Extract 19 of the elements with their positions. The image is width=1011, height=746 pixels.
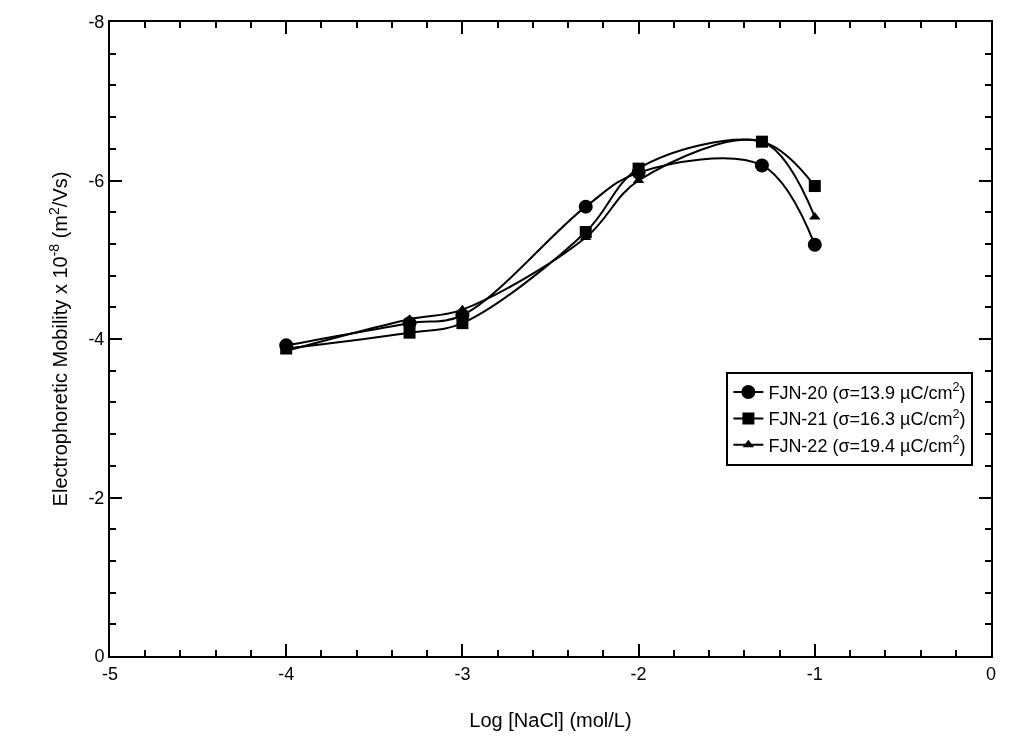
y-tick-label: -8	[88, 12, 105, 33]
point	[807, 237, 822, 252]
x-tick-label: 0	[985, 663, 997, 684]
legend-label: FJN-22 (σ=19.4 µC/cm$^{2}$)	[768, 433, 966, 456]
point	[403, 326, 416, 339]
point	[456, 317, 469, 330]
x-tick-label: -4	[278, 663, 295, 684]
legend-label: FJN-21 (σ=16.3 µC/cm$^{2}$)	[768, 406, 966, 430]
x-axis-title: Log [NaCl] (mol/L)	[469, 708, 632, 731]
point	[754, 158, 769, 173]
x-tick-label: -1	[806, 663, 823, 684]
y-tick-label: -4	[88, 329, 105, 350]
y-tick-label: -2	[88, 487, 105, 508]
y-tick-label: -6	[88, 170, 105, 191]
x-tick-label: -2	[630, 663, 647, 684]
x-tick-label: -3	[454, 663, 471, 684]
legend-label: FJN-20 (σ=13.9 µC/cm$^{2}$)	[768, 380, 966, 404]
point	[578, 199, 593, 214]
point	[808, 180, 821, 193]
